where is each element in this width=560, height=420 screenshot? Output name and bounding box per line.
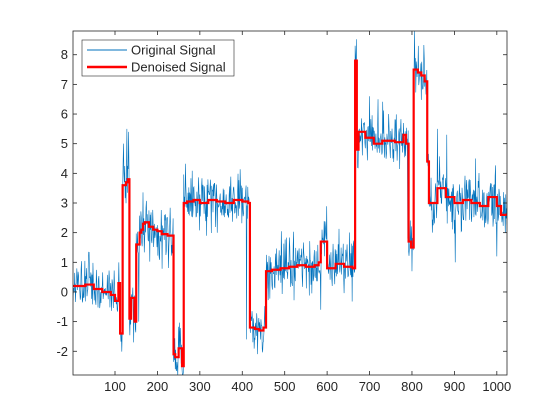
y-tick-label: 0 <box>61 284 68 299</box>
y-tick-label: 5 <box>61 136 68 151</box>
x-tick-label: 1000 <box>482 379 511 394</box>
y-tick-label: 7 <box>61 77 68 92</box>
x-tick-label: 200 <box>147 379 169 394</box>
y-tick-label: 8 <box>61 47 68 62</box>
y-tick-label: 4 <box>61 166 68 181</box>
y-tick-label: -1 <box>56 314 68 329</box>
x-tick-label: 800 <box>401 379 423 394</box>
legend-label-original: Original Signal <box>131 43 216 58</box>
x-tick-label: 700 <box>359 379 381 394</box>
legend: Original Signal Denoised Signal <box>81 39 235 77</box>
x-tick-label: 400 <box>231 379 253 394</box>
x-tick-label: 100 <box>104 379 126 394</box>
legend-box <box>81 39 235 77</box>
y-tick-label: 3 <box>61 196 68 211</box>
x-tick-label: 600 <box>316 379 338 394</box>
y-tick-label: 1 <box>61 255 68 270</box>
y-tick-label: 2 <box>61 225 68 240</box>
tick-layer: 100 200 300 400 500 600 700 800 900 1000 -2 -1 0 1 2 3 4… <box>56 31 511 394</box>
y-tick-label: 6 <box>61 107 68 122</box>
y-tick-label: -2 <box>56 344 68 359</box>
x-tick-label: 900 <box>444 379 466 394</box>
x-tick-label: 500 <box>274 379 296 394</box>
series-original-signal <box>73 31 507 375</box>
series-layer <box>73 31 507 375</box>
legend-label-denoised: Denoised Signal <box>131 60 226 75</box>
series-denoised-signal <box>73 59 507 368</box>
x-tick-label: 300 <box>189 379 211 394</box>
